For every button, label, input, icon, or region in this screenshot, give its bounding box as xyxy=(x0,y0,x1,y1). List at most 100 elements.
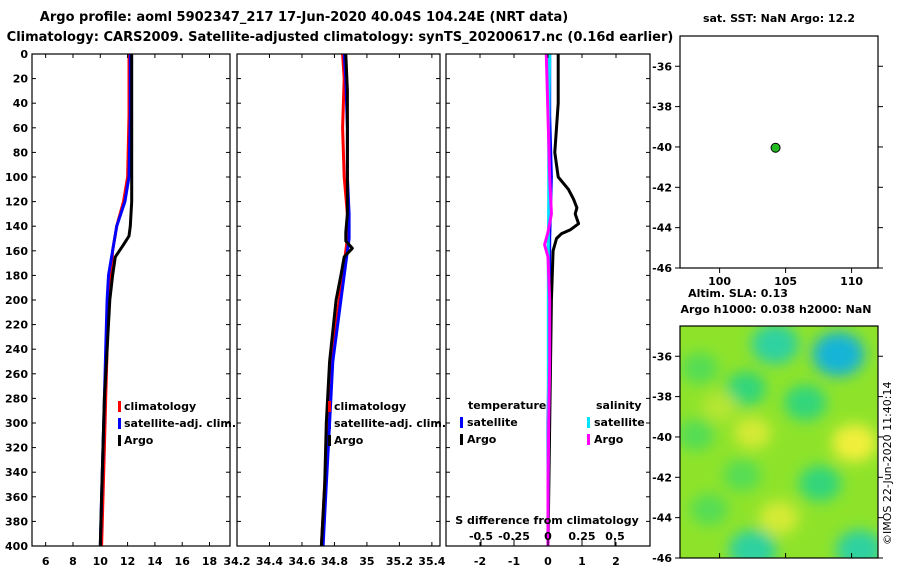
sla-anomaly xyxy=(690,493,728,526)
map-y-tick-label: -38 xyxy=(652,101,672,114)
y-tick-label: 300 xyxy=(5,417,28,430)
legend-swatch xyxy=(328,418,331,429)
y-tick-label: 400 xyxy=(5,540,28,553)
y-tick-label: 0 xyxy=(20,48,28,61)
legend-swatch xyxy=(328,435,331,446)
s-tick-label: -0.5 xyxy=(469,530,493,543)
x-tick-label: 35.2 xyxy=(386,555,413,568)
map-y-tick-label: -46 xyxy=(652,552,672,565)
altim-title: Altim. SLA: 0.13 xyxy=(688,287,788,300)
sla-anomaly xyxy=(702,391,738,422)
credit-text: ©IMOS 22-Jun-2020 11:40:14 xyxy=(881,381,894,545)
legend-swatch xyxy=(587,434,590,445)
x-tick-label: 34.2 xyxy=(223,555,250,568)
map-y-tick-label: -44 xyxy=(652,222,672,235)
sla-anomaly xyxy=(784,384,827,421)
legend-label: Argo xyxy=(124,434,154,447)
legend-label: satellite xyxy=(467,416,518,429)
y-tick-label: 240 xyxy=(5,343,28,356)
map-x-tick-label: 105 xyxy=(774,275,797,288)
map-y-tick-label: -40 xyxy=(652,431,672,444)
sla-anomaly xyxy=(831,423,877,463)
sla-field xyxy=(680,326,878,558)
x-tick-label: 8 xyxy=(69,555,77,568)
x-tick-label: 10 xyxy=(93,555,109,568)
legend-swatch xyxy=(587,417,590,428)
map-y-tick-label: -46 xyxy=(652,262,672,275)
sla-anomaly xyxy=(835,529,878,558)
legend-label: Argo xyxy=(467,433,497,446)
x-tick-label: -1 xyxy=(508,555,520,568)
y-tick-label: 160 xyxy=(5,245,28,258)
s-tick-label: 0.25 xyxy=(568,530,595,543)
legend-label: satellite xyxy=(594,416,645,429)
y-tick-label: 60 xyxy=(13,122,29,135)
y-tick-label: 120 xyxy=(5,196,28,209)
position-map-panel: sat. SST: NaN Argo: 12.2 -36 -38 -40 -42 -44 -… xyxy=(652,12,883,288)
sla-anomaly xyxy=(733,416,772,449)
legend-temperature-title: temperature xyxy=(468,399,546,412)
series-temperature-argo xyxy=(546,54,581,547)
x-tick-label: 2 xyxy=(612,555,620,568)
map-y-tick-label: -42 xyxy=(652,471,672,484)
y-tick-label: 200 xyxy=(5,294,28,307)
sla-anomaly xyxy=(726,371,766,406)
y-tick-label: 100 xyxy=(5,171,28,184)
sla-anomaly xyxy=(680,418,715,451)
x-tick-label: 34.8 xyxy=(321,555,348,568)
legend-label: satellite-adj. clim. xyxy=(334,417,446,430)
s-tick-label: 0 xyxy=(544,530,552,543)
salinity-profile-panel: 34.2 34.4 34.6 34.8 35 35.2 35.4 climatology sat… xyxy=(223,53,446,568)
y-tick-label: 140 xyxy=(5,220,28,233)
sla-anomaly xyxy=(759,500,799,535)
sla-anomaly xyxy=(723,459,761,492)
map-x-tick-label: 100 xyxy=(708,275,731,288)
y-tick-label: 220 xyxy=(5,319,28,332)
y-tick-label: 320 xyxy=(5,442,28,455)
map-y-tick-label: -36 xyxy=(652,60,672,73)
map-y-tick-label: -40 xyxy=(652,141,672,154)
y-tick-label: 280 xyxy=(5,392,28,405)
s-tick-label: 0.5 xyxy=(605,530,625,543)
legend-salinity-title: salinity xyxy=(596,399,642,412)
legend-swatch xyxy=(460,417,463,428)
sla-anomaly xyxy=(751,326,799,365)
series-argo xyxy=(98,54,134,547)
s-tick-label: -0.25 xyxy=(498,530,530,543)
altim-subtitle: Argo h1000: 0.038 h2000: NaN xyxy=(680,303,871,316)
map-title: sat. SST: NaN Argo: 12.2 xyxy=(703,12,855,25)
title-line2: Climatology: CARS2009. Satellite-adjuste… xyxy=(7,30,674,45)
y-tick-label: 340 xyxy=(5,466,28,479)
altim-frame xyxy=(679,325,879,559)
sla-anomaly xyxy=(812,332,865,377)
legend-label: satellite-adj. clim. xyxy=(124,417,236,430)
y-tick-label: 180 xyxy=(5,269,28,282)
y-tick-label: 20 xyxy=(13,73,29,86)
x-tick-label: 6 xyxy=(42,555,50,568)
legend-swatch xyxy=(460,434,463,445)
y-tick-label: 260 xyxy=(5,368,28,381)
legend-label: climatology xyxy=(334,400,406,413)
sla-anomaly xyxy=(729,529,777,558)
x-tick-label: 34.6 xyxy=(288,555,315,568)
s-axis-label: S difference from climatology xyxy=(455,514,639,527)
x-tick-label: 16 xyxy=(175,555,191,568)
temperature-profile-panel: 0 20 40 60 80 100 120 140 160 180 200 220 240 260 280 3… xyxy=(5,48,236,568)
y-tick-label: 360 xyxy=(5,491,28,504)
legend-label: Argo xyxy=(594,433,624,446)
title-line1: Argo profile: aoml 5902347_217 17-Jun-20… xyxy=(40,10,568,25)
x-tick-label: 34.4 xyxy=(256,555,283,568)
map-frame xyxy=(679,35,879,269)
map-y-tick-label: -38 xyxy=(652,391,672,404)
map-y-tick-label: -44 xyxy=(652,512,672,525)
map-x-tick-label: 110 xyxy=(840,275,863,288)
legend-label: climatology xyxy=(124,400,196,413)
legend-swatch xyxy=(118,435,121,446)
x-tick-label: 14 xyxy=(147,555,163,568)
y-tick-label: 380 xyxy=(5,515,28,528)
y-tick-label: 80 xyxy=(13,146,29,159)
x-tick-label: 12 xyxy=(120,555,135,568)
legend-swatch xyxy=(118,418,121,429)
legend-swatch xyxy=(328,401,331,412)
